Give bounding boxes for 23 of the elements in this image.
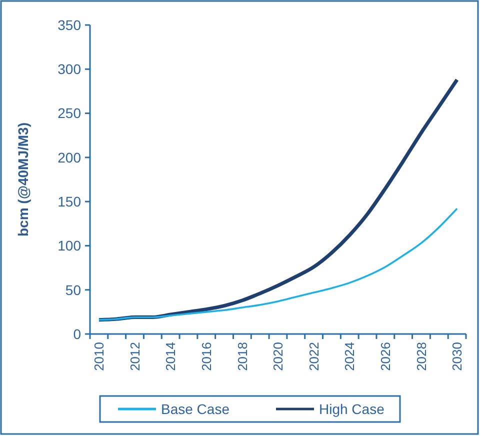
y-tick-label: 200 bbox=[58, 149, 82, 166]
x-tick-label: 2018 bbox=[234, 342, 250, 371]
legend-label: Base Case bbox=[161, 400, 230, 417]
line-series bbox=[98, 208, 458, 321]
y-tick-label: 50 bbox=[65, 282, 82, 298]
y-tick-label: 150 bbox=[58, 193, 82, 210]
y-tick-label: 250 bbox=[58, 105, 82, 122]
x-tick-label: 2030 bbox=[450, 342, 465, 371]
y-axis-title: bcm (@40MJ/M3) bbox=[15, 122, 31, 237]
x-tick-label: 2016 bbox=[198, 342, 214, 371]
x-tick-label: 2022 bbox=[306, 342, 322, 371]
legend-label: High Case bbox=[319, 400, 385, 417]
x-tick-label: 2020 bbox=[270, 342, 286, 371]
x-tick-label: 2024 bbox=[342, 342, 358, 371]
y-tick-label: 0 bbox=[73, 326, 82, 342]
y-tick-label: 300 bbox=[58, 61, 82, 78]
x-tick-label: 2014 bbox=[163, 342, 178, 371]
x-tick-label: 2026 bbox=[378, 342, 393, 371]
y-tick-label: 350 bbox=[58, 16, 82, 33]
x-tick-label: 2010 bbox=[92, 342, 106, 371]
x-tick-label: 2012 bbox=[127, 342, 142, 371]
y-tick-label: 100 bbox=[58, 238, 82, 254]
x-tick-label: 2028 bbox=[414, 342, 429, 371]
